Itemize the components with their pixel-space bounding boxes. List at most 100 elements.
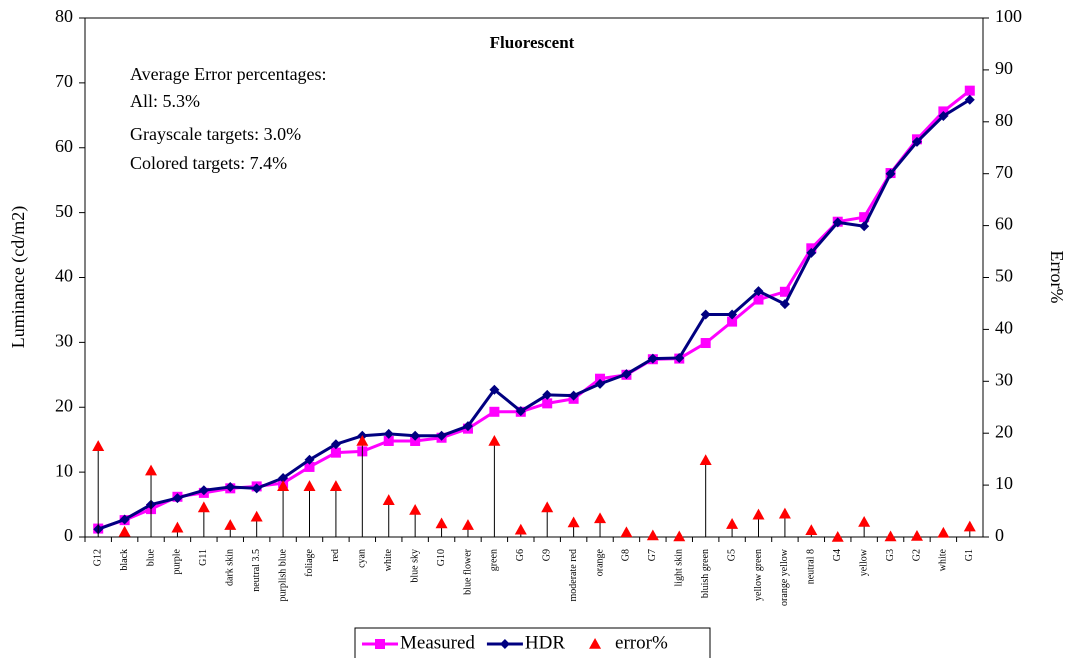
marker-diamond xyxy=(436,430,447,441)
x-tick-label: black xyxy=(119,549,130,571)
y-tick-label: 20 xyxy=(55,395,73,415)
marker-triangle xyxy=(726,518,739,529)
marker-square xyxy=(859,212,870,223)
marker-square xyxy=(753,294,764,305)
marker-square xyxy=(410,435,421,446)
marker-square xyxy=(595,373,606,384)
marker-triangle xyxy=(250,510,263,522)
marker-triangle xyxy=(937,526,950,538)
marker-triangle xyxy=(197,501,210,513)
y-tick-label: 10 xyxy=(55,460,73,480)
y2-tick-label: 10 xyxy=(995,473,1013,493)
y-tick-label: 60 xyxy=(55,136,73,156)
x-tick-label: orange yellow xyxy=(779,548,790,606)
x-tick-label: G8 xyxy=(621,549,632,561)
marker-diamond xyxy=(330,439,341,450)
marker-triangle xyxy=(224,519,237,530)
x-tick-label: G11 xyxy=(198,549,209,566)
series-line xyxy=(97,98,971,531)
marker-triangle xyxy=(567,516,580,528)
y2-tick-label: 60 xyxy=(995,214,1013,234)
marker-square xyxy=(304,461,315,472)
legend-label: error% xyxy=(615,632,668,653)
marker-square xyxy=(330,447,341,458)
marker-diamond xyxy=(779,299,790,310)
marker-triangle xyxy=(541,501,554,513)
marker-diamond xyxy=(542,389,553,400)
marker-diamond xyxy=(911,136,922,147)
marker-square xyxy=(964,85,975,96)
marker-diamond xyxy=(727,309,738,320)
marker-square xyxy=(779,286,790,297)
x-tick-label: G3 xyxy=(885,549,896,561)
x-tick-label: bluish green xyxy=(700,549,711,598)
x-tick-label: neutral 8 xyxy=(806,549,817,584)
marker-triangle xyxy=(831,531,844,542)
marker-square xyxy=(375,639,385,649)
x-tick-label: foliage xyxy=(304,548,315,576)
y2-tick-label: 70 xyxy=(995,162,1013,182)
x-tick-label: blue flower xyxy=(462,548,473,594)
marker-triangle xyxy=(92,440,105,451)
marker-triangle xyxy=(171,521,184,533)
marker-triangle xyxy=(910,529,923,541)
x-tick-label: G5 xyxy=(726,549,737,561)
x-tick-label: yellow green xyxy=(753,549,764,601)
marker-diamond xyxy=(198,485,209,496)
chart-title: Fluorescent xyxy=(490,33,575,52)
x-tick-label: red xyxy=(330,549,341,562)
y2-tick-label: 0 xyxy=(995,525,1004,545)
marker-triangle xyxy=(589,638,602,649)
marker-square xyxy=(700,338,711,349)
annotation: Average Error percentages: xyxy=(130,64,327,84)
y-tick-label: 0 xyxy=(64,525,73,545)
x-tick-label: G7 xyxy=(647,549,658,561)
legend-label: Measured xyxy=(400,632,475,653)
marker-triangle xyxy=(673,530,686,542)
marker-diamond xyxy=(251,483,262,494)
marker-diamond xyxy=(462,421,473,432)
marker-triangle xyxy=(329,480,342,491)
marker-diamond xyxy=(885,168,896,179)
marker-triangle xyxy=(514,523,527,535)
y2-tick-label: 90 xyxy=(995,58,1013,78)
x-tick-label: G10 xyxy=(436,549,447,566)
marker-diamond xyxy=(172,493,183,504)
marker-diamond xyxy=(499,639,510,649)
marker-square xyxy=(727,316,738,327)
marker-square xyxy=(383,435,394,446)
marker-triangle xyxy=(699,454,712,465)
marker-triangle xyxy=(858,515,871,527)
marker-triangle xyxy=(145,464,158,476)
marker-triangle xyxy=(963,520,976,532)
marker-diamond xyxy=(674,352,685,363)
y-tick-label: 70 xyxy=(55,71,73,91)
marker-triangle xyxy=(356,434,369,446)
y-tick-label: 50 xyxy=(55,201,73,221)
y2-tick-label: 20 xyxy=(995,421,1013,441)
marker-triangle xyxy=(118,525,131,537)
x-tick-label: yellow xyxy=(858,548,869,576)
x-tick-label: green xyxy=(489,549,500,571)
legend-label: HDR xyxy=(525,632,565,653)
marker-diamond xyxy=(938,110,949,121)
x-tick-label: G4 xyxy=(832,549,843,561)
y2-tick-label: 30 xyxy=(995,369,1013,389)
marker-diamond xyxy=(225,482,236,493)
marker-triangle xyxy=(277,480,290,491)
marker-triangle xyxy=(488,434,501,446)
marker-diamond xyxy=(119,514,130,525)
y2-tick-label: 100 xyxy=(995,6,1022,26)
marker-diamond xyxy=(700,309,711,320)
marker-triangle xyxy=(620,526,633,538)
y-tick-label: 30 xyxy=(55,331,73,351)
marker-triangle xyxy=(778,507,791,519)
marker-diamond xyxy=(753,286,764,297)
marker-diamond xyxy=(964,94,975,105)
x-tick-label: G9 xyxy=(542,549,553,561)
x-tick-label: orange xyxy=(594,548,605,576)
marker-triangle xyxy=(409,504,422,515)
marker-square xyxy=(542,398,553,409)
marker-diamond xyxy=(647,353,658,364)
